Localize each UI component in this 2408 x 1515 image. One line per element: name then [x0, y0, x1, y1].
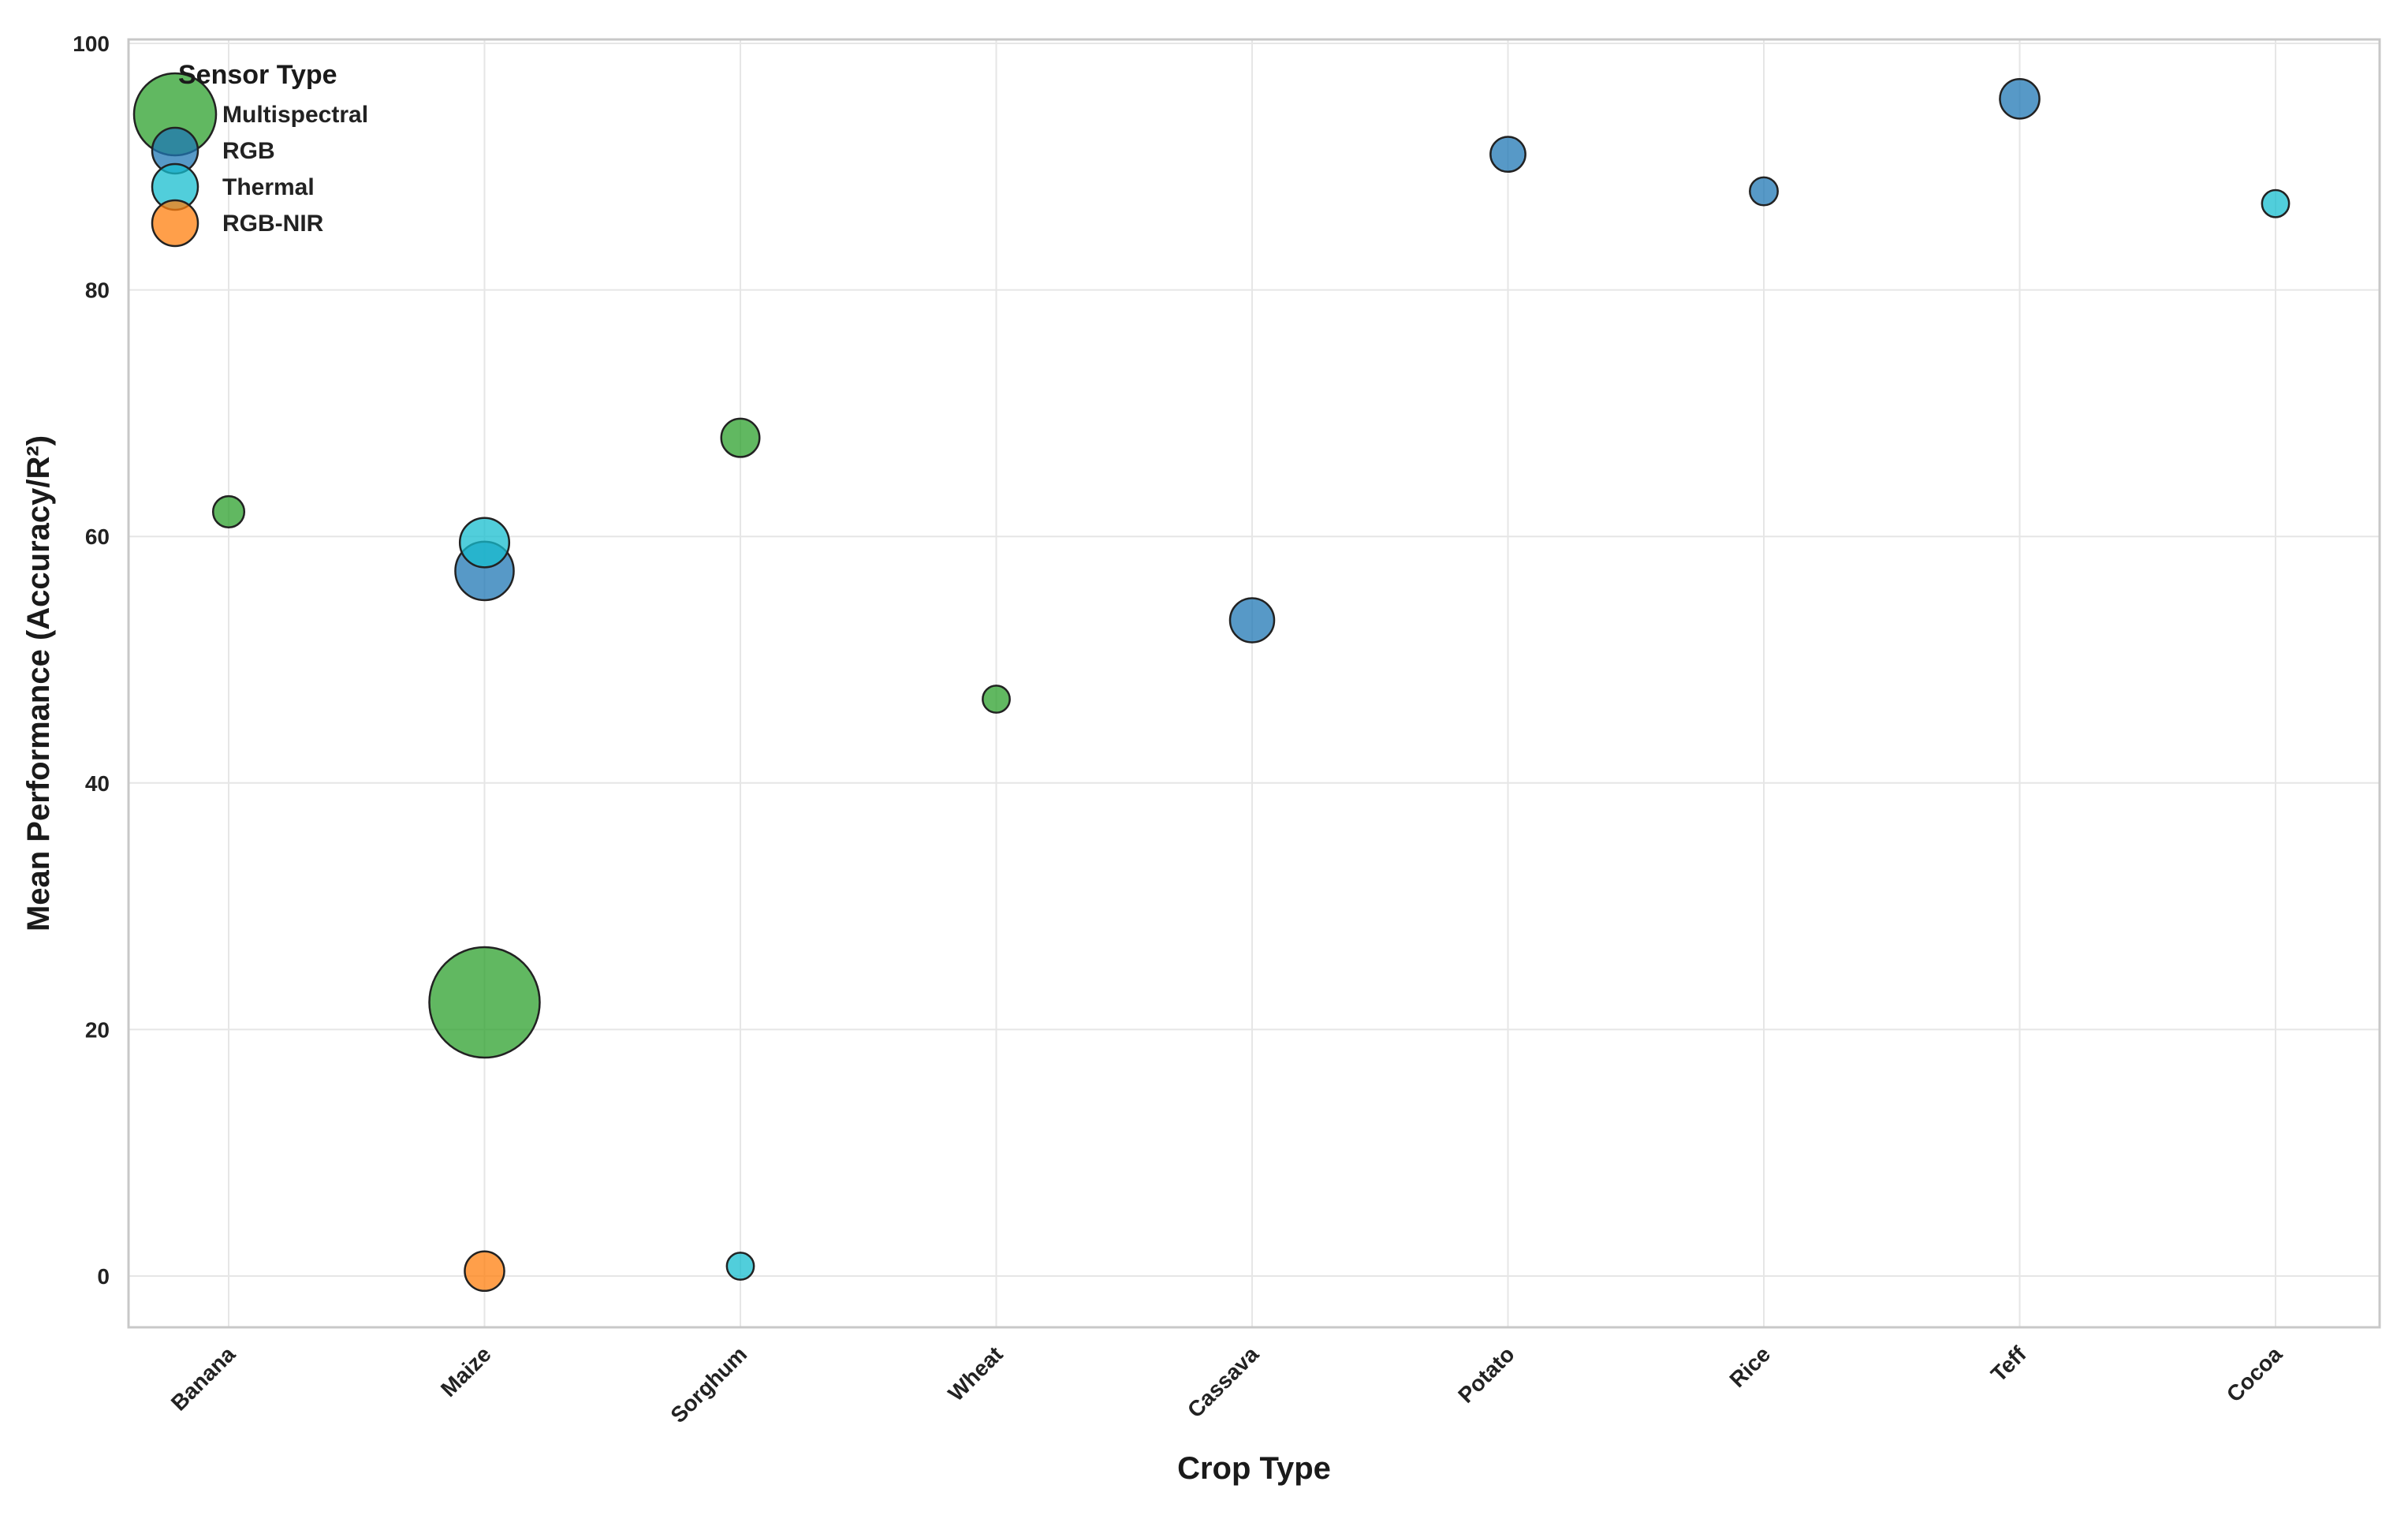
- x-tick-label: Cassava: [1183, 1341, 1264, 1423]
- data-bubble-multispectral-wheat: [982, 685, 1011, 714]
- x-tick-label: Wheat: [943, 1341, 1007, 1405]
- grid: [129, 39, 2380, 1327]
- data-bubble-thermal-maize: [458, 517, 511, 569]
- x-tick-label: Cocoa: [2222, 1341, 2287, 1407]
- legend: Sensor Type Multispectral RGB Thermal RGB-N…: [132, 60, 368, 248]
- legend-marker-rgb-nir: [151, 199, 199, 248]
- data-bubble-thermal-sorghum: [725, 1252, 755, 1281]
- x-axis-ticks: Banana Maize Sorghum Wheat Cassava Potato Rice…: [166, 1341, 2287, 1427]
- data-bubbles: [211, 78, 2291, 1293]
- y-tick-label: 80: [85, 278, 110, 303]
- data-bubble-rgb-cassava: [1228, 597, 1276, 644]
- y-tick-label: 40: [85, 771, 110, 796]
- x-tick-label: Potato: [1453, 1341, 1519, 1408]
- legend-label-rgb-nir: RGB-NIR: [222, 211, 324, 237]
- y-axis-ticks: 0 20 40 60 80 100: [73, 32, 110, 1289]
- x-tick-label: Banana: [166, 1341, 240, 1416]
- plot-area-frame: [127, 38, 2381, 1329]
- data-bubble-multispectral-maize: [428, 946, 541, 1059]
- data-bubble-thermal-cocoa: [2261, 188, 2291, 218]
- x-tick-label: Maize: [436, 1341, 496, 1401]
- x-tick-label: Sorghum: [665, 1341, 751, 1427]
- data-bubble-rgb-rice: [1749, 176, 1779, 207]
- legend-label-multispectral: Multispectral: [222, 102, 368, 128]
- legend-label-thermal: Thermal: [222, 174, 315, 200]
- x-tick-label: Rice: [1724, 1341, 1775, 1392]
- y-tick-label: 60: [85, 524, 110, 549]
- data-bubble-rgb-teff: [1999, 78, 2041, 120]
- x-tick-label: Teff: [1986, 1341, 2031, 1386]
- data-bubble-multispectral-banana: [211, 494, 246, 528]
- data-bubble-rgb-nir-maize: [464, 1250, 505, 1293]
- legend-label-rgb: RGB: [222, 138, 275, 164]
- y-tick-label: 100: [73, 32, 110, 56]
- x-axis-title: Crop Type: [1177, 1451, 1331, 1486]
- y-tick-label: 20: [85, 1017, 110, 1042]
- y-tick-label: 0: [97, 1264, 110, 1289]
- legend-title: Sensor Type: [178, 60, 337, 90]
- data-bubble-rgb-potato: [1489, 136, 1526, 174]
- data-bubble-multispectral-sorghum: [720, 417, 761, 458]
- y-axis-title: Mean Performance (Accuracy/R²): [21, 435, 56, 931]
